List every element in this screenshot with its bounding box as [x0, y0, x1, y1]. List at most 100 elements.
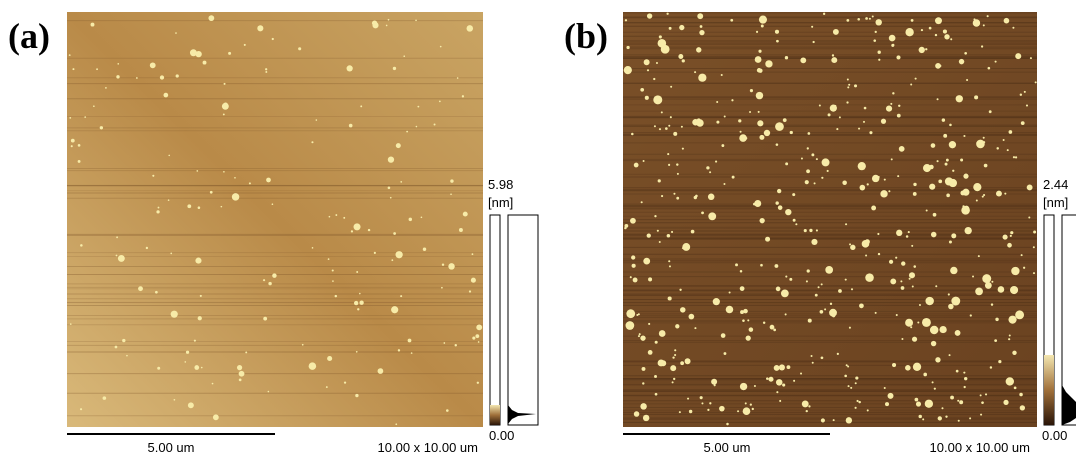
- particle: [766, 377, 769, 380]
- particle: [969, 417, 971, 419]
- particle: [983, 141, 985, 143]
- particle: [821, 356, 824, 359]
- particle: [785, 276, 787, 278]
- particle: [981, 401, 984, 404]
- particle: [80, 408, 82, 410]
- particle: [642, 382, 644, 384]
- particle: [822, 158, 830, 166]
- particle: [624, 66, 632, 74]
- particle: [896, 230, 902, 236]
- colorbar-min: 0.00: [1042, 428, 1067, 443]
- particle: [654, 215, 656, 217]
- panel-label: (b): [564, 16, 608, 56]
- particle: [858, 401, 860, 403]
- particle: [1007, 243, 1012, 248]
- particle: [115, 346, 118, 349]
- particle: [150, 62, 156, 68]
- particle: [122, 339, 125, 342]
- particle: [821, 177, 823, 179]
- particle: [896, 314, 898, 316]
- particle: [400, 295, 402, 297]
- particle: [660, 360, 666, 366]
- particle: [355, 394, 358, 397]
- particle: [631, 255, 635, 259]
- particle: [176, 74, 179, 77]
- particle: [759, 16, 767, 24]
- particle: [477, 382, 479, 384]
- particle: [913, 183, 916, 186]
- particle: [78, 160, 81, 163]
- particle: [198, 316, 202, 320]
- particle: [668, 260, 670, 262]
- particle: [970, 314, 972, 316]
- particle: [877, 233, 879, 235]
- particle: [667, 153, 669, 155]
- particle: [935, 17, 942, 24]
- particle: [793, 219, 796, 222]
- particle: [998, 360, 1001, 363]
- particle: [850, 245, 855, 250]
- particle: [691, 230, 695, 234]
- particle: [922, 418, 924, 420]
- particle: [865, 273, 874, 282]
- particle: [157, 367, 160, 370]
- particle: [909, 278, 911, 280]
- particle: [682, 243, 690, 251]
- particle: [760, 264, 763, 267]
- particle: [785, 162, 788, 165]
- particle: [905, 319, 913, 327]
- particle: [701, 402, 703, 404]
- particle: [372, 20, 377, 25]
- particle: [777, 189, 781, 193]
- particle: [411, 352, 413, 354]
- particle: [806, 410, 808, 412]
- particle: [713, 298, 720, 305]
- particle: [849, 243, 851, 245]
- particle: [943, 134, 947, 138]
- particle: [105, 87, 107, 89]
- particle: [948, 304, 954, 310]
- particle: [103, 396, 107, 400]
- particle: [915, 398, 919, 402]
- particle: [685, 358, 691, 364]
- particle: [224, 83, 226, 85]
- particle: [774, 365, 780, 371]
- particle: [210, 191, 213, 194]
- particle: [697, 118, 701, 122]
- particle: [987, 15, 989, 17]
- particle: [931, 143, 936, 148]
- histogram-frame: [508, 215, 538, 425]
- particle: [770, 325, 775, 330]
- particle: [187, 204, 191, 208]
- particle: [659, 35, 662, 38]
- particle: [349, 124, 353, 128]
- particle: [640, 335, 645, 340]
- particle: [146, 247, 148, 249]
- particle: [995, 61, 997, 63]
- particle: [666, 13, 668, 15]
- particle: [935, 63, 941, 69]
- particle: [630, 218, 636, 224]
- particle: [632, 264, 636, 268]
- particle: [1008, 338, 1010, 340]
- particle: [421, 216, 423, 218]
- particle: [70, 323, 72, 325]
- particle: [776, 391, 778, 393]
- particle: [386, 25, 388, 27]
- particle: [184, 361, 186, 363]
- particle: [194, 340, 196, 342]
- particle: [906, 235, 909, 238]
- particle: [393, 232, 396, 235]
- particle: [626, 309, 635, 318]
- particle: [84, 116, 86, 118]
- particle: [1020, 405, 1025, 410]
- particle: [237, 365, 242, 370]
- particle: [951, 297, 960, 306]
- particle: [171, 311, 178, 318]
- particle: [347, 65, 353, 71]
- particle: [851, 288, 853, 290]
- particle: [697, 13, 703, 19]
- particle: [170, 253, 172, 255]
- particle: [707, 409, 709, 411]
- particle: [792, 193, 795, 196]
